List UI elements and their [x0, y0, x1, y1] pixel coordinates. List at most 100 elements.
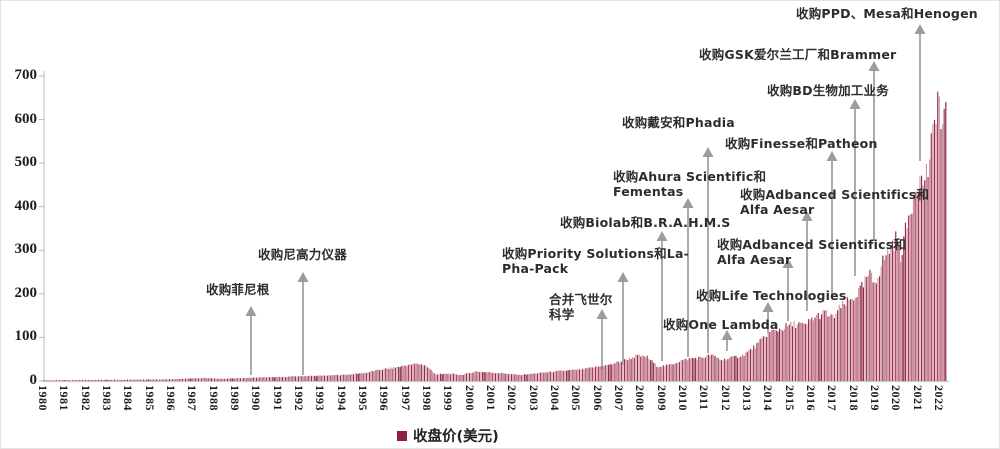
price-bar [706, 355, 708, 381]
price-bar [440, 373, 442, 381]
price-bar [499, 373, 501, 381]
annotation-ppd: 收购PPD、Mesa和Henogen [796, 6, 978, 21]
price-bar [722, 360, 724, 381]
price-bar [267, 377, 269, 381]
annotation-line: Alfa Aesar [740, 202, 815, 217]
annotation-arrow-head-icon [826, 151, 838, 161]
annotation-nicolet: 收购尼高力仪器 [258, 247, 347, 262]
price-bar [906, 228, 908, 381]
price-bar [294, 376, 296, 381]
price-bar [759, 338, 761, 381]
price-bar [67, 380, 69, 381]
price-bar [738, 357, 740, 381]
price-bar [686, 360, 689, 381]
price-bar [249, 377, 251, 381]
annotation-arrow-head-icon [682, 198, 694, 208]
x-tick-label: 2003 [526, 385, 541, 411]
price-bar [314, 375, 316, 381]
price-bar [940, 129, 942, 381]
price-bar [767, 331, 769, 381]
price-bar [149, 379, 151, 381]
price-bar [751, 349, 753, 381]
price-bar [341, 374, 343, 381]
price-bar [891, 240, 894, 381]
price-bar [872, 282, 874, 381]
price-bar [674, 363, 676, 381]
price-bar [732, 355, 734, 381]
price-bar [820, 314, 823, 381]
price-bar [506, 373, 508, 381]
price-bar [809, 319, 811, 381]
annotation-arrow-head-icon [868, 61, 880, 71]
x-tick-label: 1994 [334, 385, 349, 411]
price-bar [467, 372, 469, 381]
price-bar [364, 372, 366, 381]
price-bar [766, 337, 768, 381]
price-bar [644, 357, 647, 381]
price-bar [498, 373, 500, 381]
price-bar [414, 363, 416, 381]
price-bar [580, 369, 582, 381]
price-bar [535, 373, 537, 381]
price-bar [837, 310, 839, 381]
price-bar [695, 357, 697, 381]
price-bar [44, 380, 46, 381]
price-bar [583, 369, 585, 381]
price-bar [252, 377, 254, 381]
price-bar [791, 326, 794, 381]
price-bar [667, 365, 669, 381]
x-tick-label: 1999 [441, 385, 456, 411]
price-bar [183, 378, 185, 381]
annotation-finesse: 收购Finesse和Patheon [725, 136, 878, 151]
x-tick-label: 2002 [505, 385, 520, 411]
legend: 收盘价(美元) [397, 425, 499, 446]
price-bar [690, 358, 692, 381]
price-bar [517, 374, 519, 381]
price-bar [59, 380, 61, 381]
price-bar [749, 348, 752, 381]
price-bar [770, 330, 773, 381]
price-bar [372, 371, 374, 381]
price-bar [97, 379, 99, 381]
y-tick-label: 700 [14, 67, 38, 83]
price-bar [552, 372, 555, 381]
price-bar [218, 378, 221, 381]
price-bar [126, 379, 129, 381]
price-bar [912, 198, 915, 381]
price-bar [698, 356, 700, 381]
price-bar [415, 363, 417, 381]
price-bar [825, 309, 827, 381]
price-bar [879, 276, 881, 381]
x-tick-label: 2018 [846, 385, 861, 411]
price-bar [107, 379, 109, 381]
price-bar [130, 379, 132, 381]
price-bar [139, 379, 141, 381]
price-bar [275, 377, 277, 381]
price-bar [546, 372, 548, 381]
annotation-line: 收购GSK爱尔兰工厂和Brammer [699, 47, 897, 62]
price-bar [598, 366, 600, 381]
price-bar [882, 255, 884, 381]
price-bar [138, 379, 140, 381]
price-bar [790, 321, 792, 381]
price-bar [869, 269, 871, 381]
price-bar [65, 380, 67, 381]
price-bar [202, 378, 204, 381]
x-tick-label: 2010 [675, 385, 690, 411]
price-bar [625, 359, 627, 381]
price-bar [86, 380, 88, 381]
x-tick-label: 2007 [611, 385, 626, 411]
price-bar [322, 375, 324, 381]
price-bar [427, 367, 429, 381]
price-bar [588, 367, 590, 381]
annotation-line: Alfa Aesar [717, 252, 792, 267]
annotation-onelambda: 收购One Lambda [663, 317, 779, 332]
price-bar [167, 379, 169, 381]
price-bar [281, 376, 283, 381]
price-bar [109, 379, 111, 381]
price-bar [536, 373, 538, 381]
price-bar [509, 373, 511, 381]
price-bar [428, 368, 430, 381]
price-bar [543, 372, 545, 381]
